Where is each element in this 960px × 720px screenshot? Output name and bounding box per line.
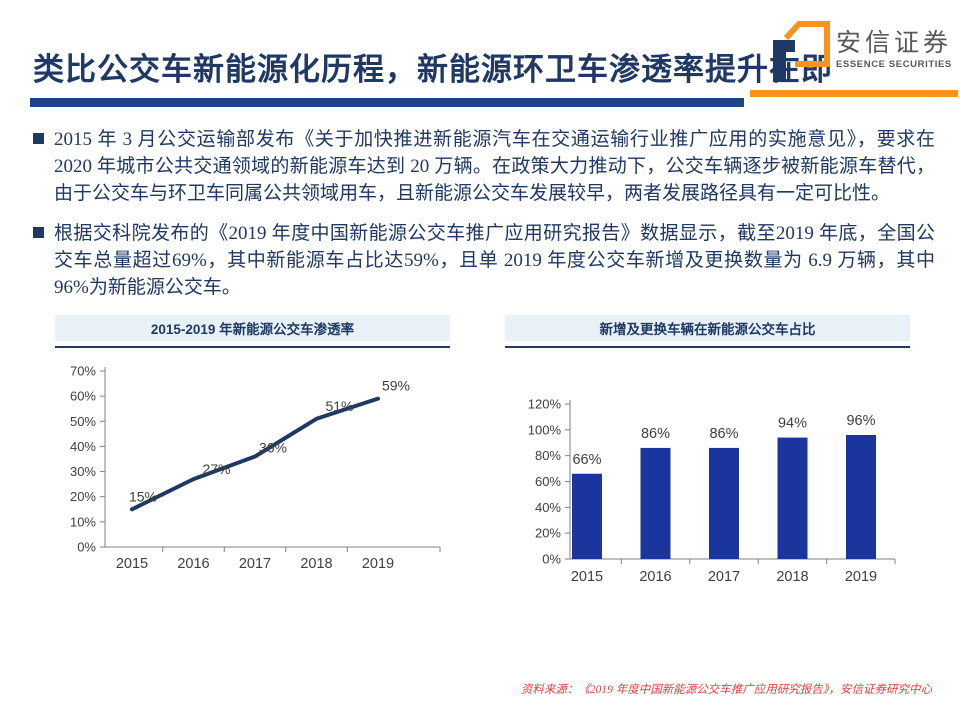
- svg-text:60%: 60%: [535, 474, 561, 489]
- svg-text:20%: 20%: [70, 489, 96, 504]
- page-title: 类比公交车新能源化历程，新能源环卫车渗透率提升在即: [33, 52, 833, 87]
- svg-text:10%: 10%: [70, 514, 96, 529]
- bar-chart-title-underline: [505, 346, 910, 348]
- logo-wordmark: 安信证券 ESSENCE SECURITIES: [836, 16, 952, 70]
- svg-text:2016: 2016: [639, 569, 671, 585]
- svg-text:51%: 51%: [325, 398, 353, 414]
- svg-text:2019: 2019: [845, 569, 877, 585]
- svg-text:66%: 66%: [572, 452, 601, 468]
- line-chart-title-underline: [55, 346, 450, 348]
- essence-securities-logo: 安信证券 ESSENCE SECURITIES: [772, 16, 952, 82]
- svg-text:59%: 59%: [382, 378, 410, 394]
- svg-text:2018: 2018: [776, 569, 808, 585]
- figure-penetration-line: 2015-2019 年新能源公交车渗透率 0% 10% 20% 30% 40% 50% 60…: [55, 315, 450, 589]
- svg-text:86%: 86%: [709, 426, 738, 442]
- svg-text:30%: 30%: [70, 464, 96, 479]
- bullet-item-1: 2015 年 3 月公交运输部发布《关于加快推进新能源汽车在交通运输行业推广应用…: [33, 126, 935, 207]
- bullet-square-icon: [33, 227, 44, 238]
- penetration-line-chart-svg: 0% 10% 20% 30% 40% 50% 60% 70% 2015 2016 2017 2018 2…: [70, 364, 441, 572]
- bar-chart-title: 新增及更换车辆在新能源公交车占比: [505, 315, 910, 341]
- title-divider-blue: [30, 98, 744, 107]
- svg-text:15%: 15%: [129, 488, 157, 504]
- line-chart-title: 2015-2019 年新能源公交车渗透率: [55, 315, 450, 341]
- svg-text:2018: 2018: [300, 556, 332, 572]
- bullet-text-2: 根据交科院发布的《2019 年度中国新能源公交车推广应用研究报告》数据显示，截至…: [54, 223, 935, 298]
- svg-text:36%: 36%: [259, 439, 287, 455]
- svg-text:120%: 120%: [528, 397, 562, 412]
- svg-text:0%: 0%: [542, 552, 561, 567]
- svg-text:2017: 2017: [239, 556, 271, 572]
- title-divider-orange: [750, 90, 958, 97]
- svg-text:70%: 70%: [70, 364, 96, 379]
- svg-text:40%: 40%: [70, 439, 96, 454]
- svg-text:96%: 96%: [846, 413, 875, 429]
- logo-cube-icon: [772, 21, 830, 82]
- svg-text:60%: 60%: [70, 389, 96, 404]
- bullet-text-1: 2015 年 3 月公交运输部发布《关于加快推进新能源汽车在交通运输行业推广应用…: [54, 129, 935, 204]
- svg-text:2015: 2015: [116, 556, 148, 572]
- svg-text:2019: 2019: [362, 556, 394, 572]
- svg-text:2015: 2015: [571, 569, 603, 585]
- svg-text:86%: 86%: [641, 426, 670, 442]
- ratio-bar-chart-svg: 0% 20% 40% 60% 80% 100% 120% 66% 2015 86% 2016 86% 2…: [528, 397, 896, 585]
- svg-text:40%: 40%: [535, 500, 561, 515]
- logo-name-cn: 安信证券: [835, 29, 952, 57]
- body-text-block: 2015 年 3 月公交运输部发布《关于加快推进新能源汽车在交通运输行业推广应用…: [33, 126, 935, 314]
- svg-text:0%: 0%: [77, 540, 96, 555]
- svg-text:20%: 20%: [535, 526, 561, 541]
- bullet-square-icon: [33, 133, 44, 144]
- svg-text:100%: 100%: [528, 422, 562, 437]
- logo-name-en: ESSENCE SECURITIES: [835, 59, 952, 70]
- svg-text:94%: 94%: [778, 416, 807, 432]
- figure-replacement-bar: 新增及更换车辆在新能源公交车占比 0% 20% 40% 60% 80% 100% 120% 6…: [505, 315, 910, 599]
- svg-text:2016: 2016: [177, 556, 209, 572]
- svg-text:50%: 50%: [70, 414, 96, 429]
- source-note: 资料来源：《2019 年度中国新能源公交车推广应用研究报告》，安信证券研究中心: [520, 684, 932, 696]
- svg-text:2017: 2017: [708, 569, 740, 585]
- bullet-item-2: 根据交科院发布的《2019 年度中国新能源公交车推广应用研究报告》数据显示，截至…: [33, 220, 935, 301]
- svg-text:80%: 80%: [535, 448, 561, 463]
- svg-text:27%: 27%: [202, 461, 230, 477]
